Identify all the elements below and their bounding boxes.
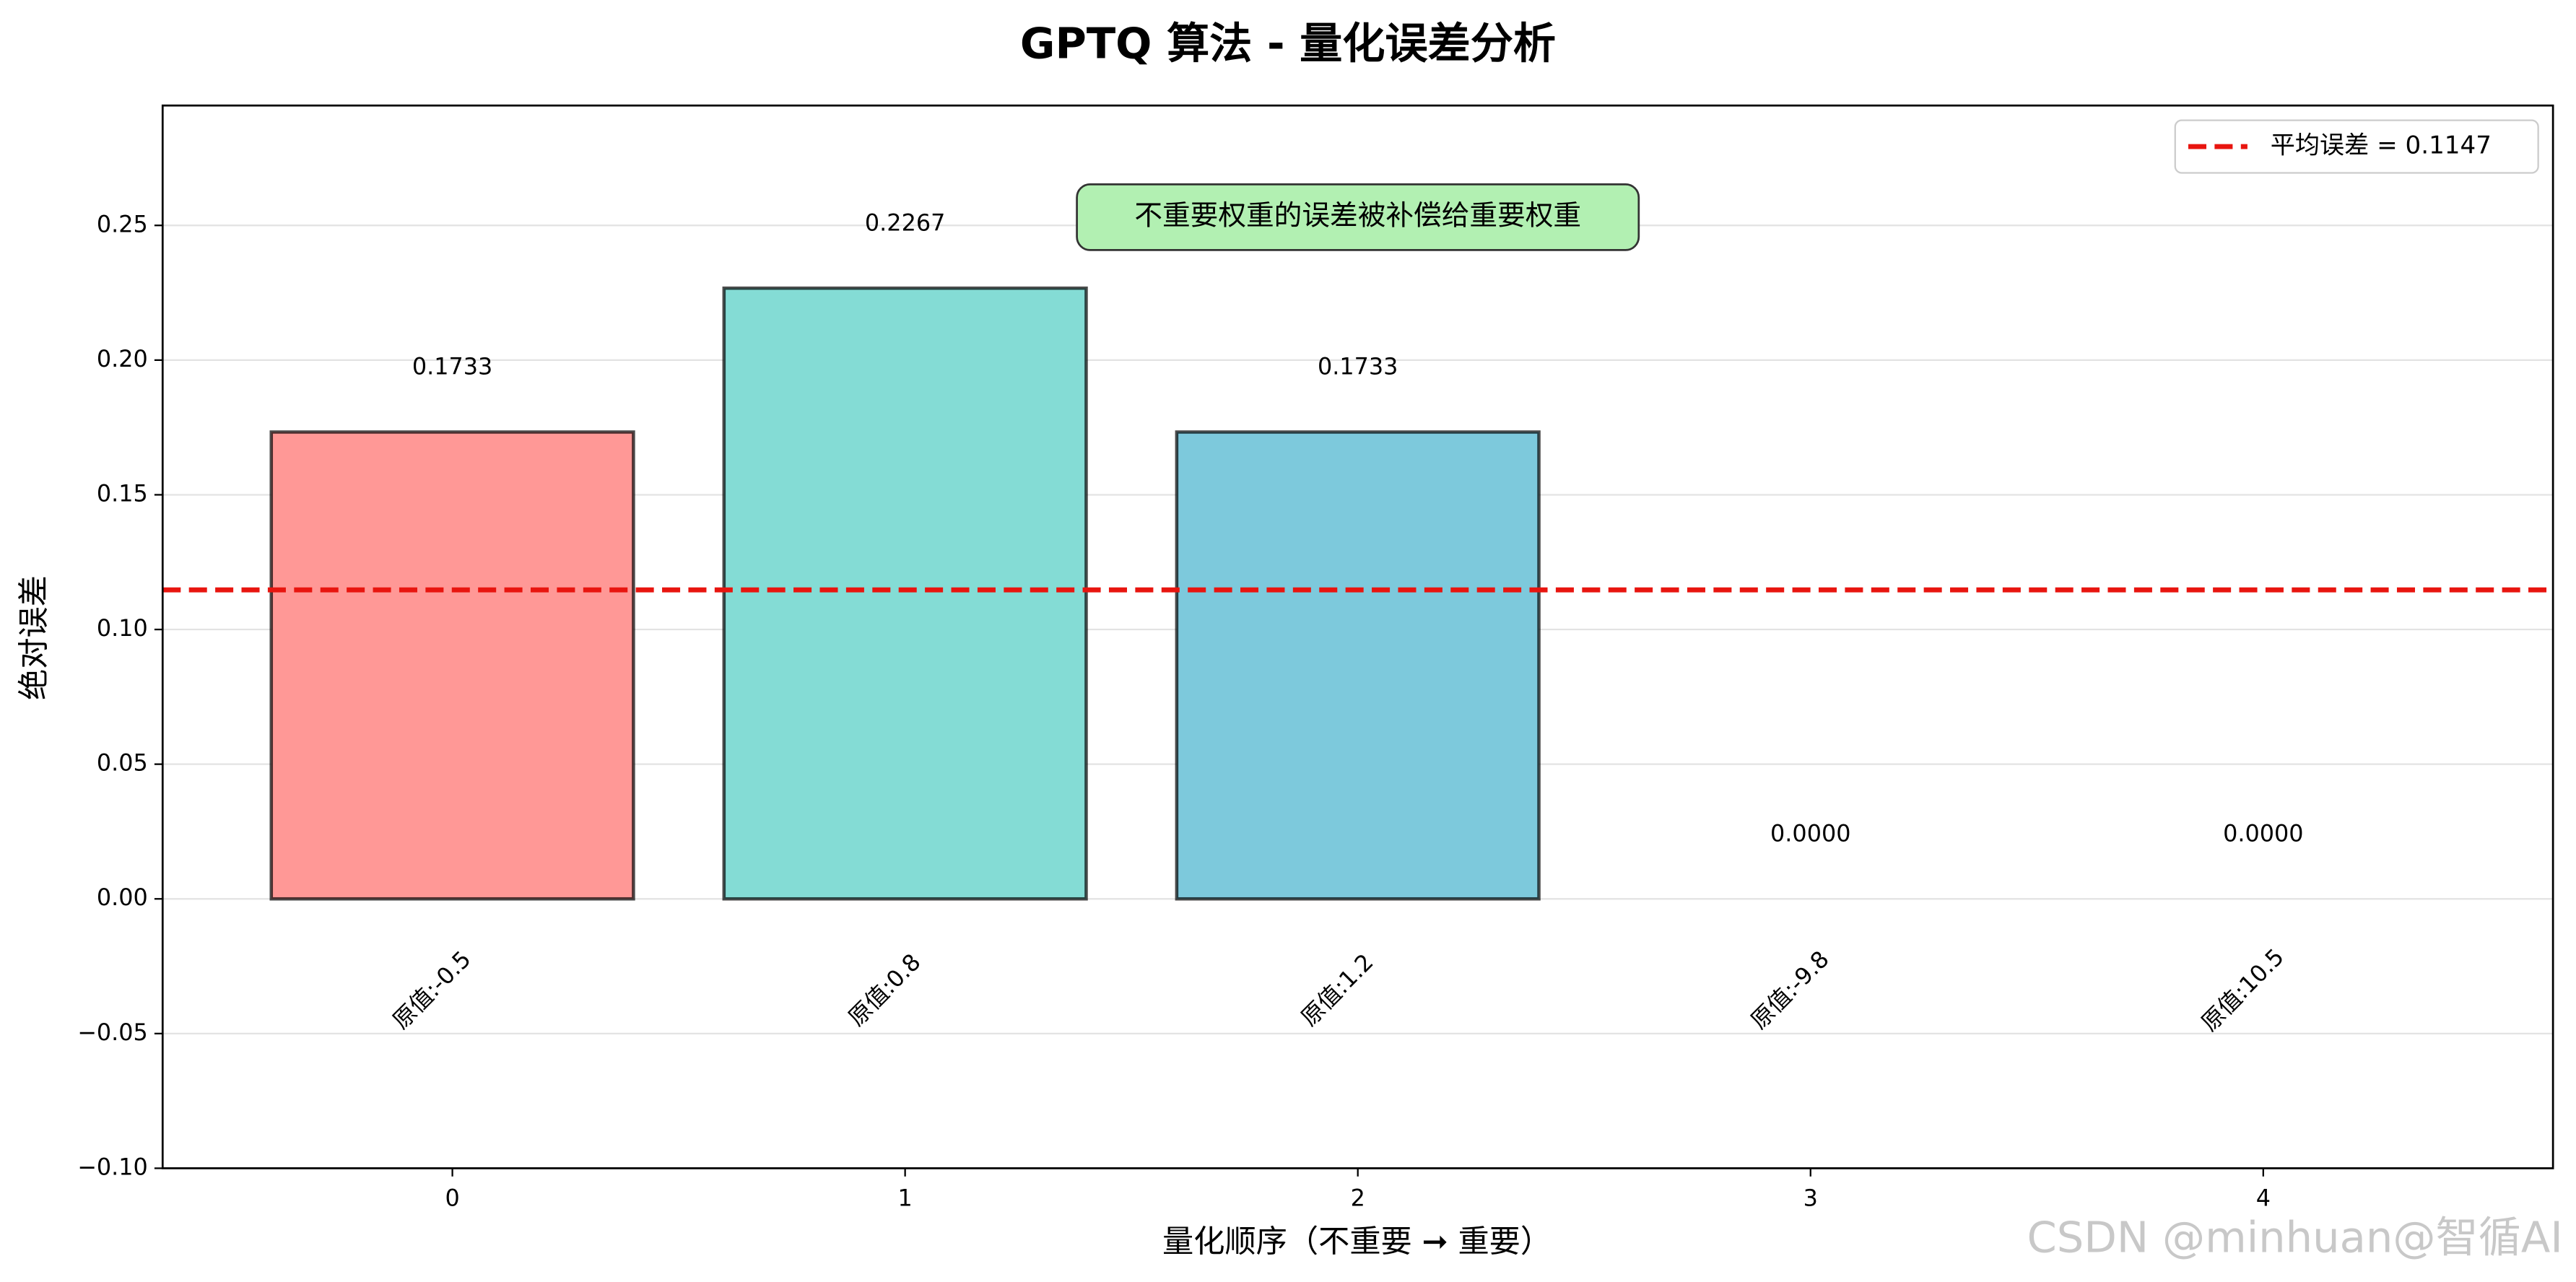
value-label: 0.1733 <box>412 353 492 380</box>
value-label: 0.1733 <box>1318 353 1398 380</box>
y-tick-label: 0.10 <box>97 614 148 642</box>
x-tick-label: 1 <box>898 1185 913 1212</box>
bar-label: 原值:-0.5 <box>387 946 476 1034</box>
legend-box <box>2174 119 2539 174</box>
x-tick-label: 4 <box>2256 1185 2271 1212</box>
annotation: 不重要权重的误差被补偿给重要权重 <box>1134 199 1581 232</box>
value-label: 0.2267 <box>865 209 945 236</box>
y-axis-label: 绝对误差 <box>17 575 53 700</box>
y-tick-label: 0.20 <box>97 345 148 372</box>
value-label: 0.0000 <box>2223 819 2303 847</box>
bar-label: 原值:10.5 <box>2196 943 2289 1037</box>
y-tick-label: 0.05 <box>97 749 148 777</box>
bar <box>1175 430 1541 901</box>
x-tick-label: 2 <box>1351 1185 1365 1212</box>
value-label: 0.0000 <box>1770 819 1850 847</box>
x-tick-label: 0 <box>445 1185 459 1212</box>
y-tick-label: 0.25 <box>97 210 148 237</box>
y-tick-label: 0.00 <box>97 884 148 911</box>
legend-label: 平均误差 = 0.1147 <box>2271 131 2492 160</box>
bar <box>269 430 635 901</box>
chart-title: GPTQ 算法 - 量化误差分析 <box>1020 18 1556 68</box>
frame <box>161 104 2554 1169</box>
bar-label: 原值:-9.8 <box>1745 946 1834 1034</box>
x-tick-label: 3 <box>1803 1185 1818 1212</box>
y-tick-label: −0.10 <box>77 1153 148 1180</box>
watermark: CSDN @minhuan@智循AI <box>2027 1213 2562 1263</box>
annotation-box <box>1076 183 1640 251</box>
bar-label: 原值:0.8 <box>843 949 926 1032</box>
y-tick-label: 0.15 <box>97 479 148 507</box>
bar-label: 原值:1.2 <box>1295 949 1378 1032</box>
y-tick-label: −0.05 <box>77 1019 148 1046</box>
bar <box>722 286 1088 901</box>
x-axis-label: 量化顺序（不重要 ➞ 重要） <box>1162 1224 1552 1260</box>
